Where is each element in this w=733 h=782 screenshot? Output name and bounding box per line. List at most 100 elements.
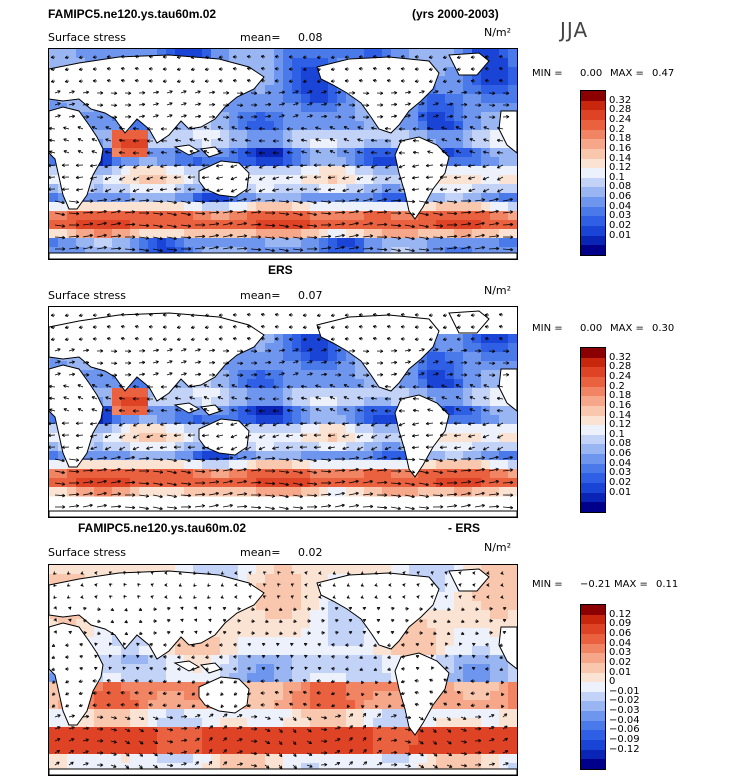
field-cell <box>409 229 419 239</box>
vector-arrow <box>124 506 135 509</box>
field-cell <box>436 460 446 470</box>
field-cell <box>148 433 158 443</box>
vector-arrowhead <box>371 177 375 181</box>
vector-arrow <box>469 408 476 412</box>
field-cell <box>193 175 203 185</box>
vector-arrowhead <box>201 246 206 250</box>
field-cell <box>193 247 203 257</box>
vector-arrow <box>385 164 392 169</box>
field-cell <box>202 238 212 248</box>
vector-arrowhead <box>498 78 503 83</box>
field-cell <box>211 637 221 647</box>
vector-arrowhead <box>211 348 216 353</box>
field-cell <box>283 220 293 230</box>
field-cell <box>85 478 95 488</box>
vector-arrow <box>63 127 70 130</box>
vector-arrowhead <box>183 360 187 364</box>
vector-arrow <box>49 422 56 425</box>
field-cell <box>148 229 158 239</box>
panel3-units: N/m² <box>484 541 512 554</box>
field-cell <box>49 202 59 212</box>
vector-arrowhead <box>173 470 177 475</box>
vector-arrowhead <box>169 348 173 352</box>
field-cell <box>211 202 221 212</box>
field-cell <box>328 166 338 176</box>
field-cell <box>103 121 113 131</box>
vector-arrow <box>194 470 205 473</box>
vector-arrowhead <box>407 372 411 376</box>
field-cell <box>202 229 212 239</box>
vector-arrowhead <box>407 360 411 364</box>
vector-arrowhead <box>369 209 373 214</box>
field-cell <box>184 175 194 185</box>
field-cell <box>265 193 275 203</box>
vector-arrowhead <box>414 55 418 59</box>
field-cell <box>319 388 329 398</box>
vector-arrow <box>390 494 401 497</box>
field-cell <box>490 139 500 149</box>
vector-arrow <box>208 492 219 496</box>
vector-arrowhead <box>355 221 359 226</box>
field-cell <box>184 388 194 398</box>
vector-arrowhead <box>495 209 499 214</box>
field-cell <box>346 388 356 398</box>
field-cell <box>112 166 122 176</box>
colorbar-tick-label: 0.32 <box>609 351 632 363</box>
field-cell <box>472 424 482 434</box>
field-cell <box>490 352 500 362</box>
vector-arrow <box>483 188 490 193</box>
field-cell <box>67 247 77 257</box>
vector-arrowhead <box>49 408 53 412</box>
field-cell <box>409 238 419 248</box>
field-cell <box>418 211 428 221</box>
vector-arrowhead <box>467 480 472 484</box>
colorbar-tick-label: 0.04 <box>609 200 632 212</box>
field-cell <box>220 211 230 221</box>
field-cell <box>67 238 77 248</box>
vector-arrowhead <box>202 481 206 485</box>
vector-arrow <box>329 396 336 400</box>
field-cell <box>400 487 410 497</box>
vector-arrow <box>236 235 247 238</box>
field-cell <box>454 628 464 638</box>
vector-arrowhead <box>173 506 178 510</box>
vector-arrowhead <box>78 67 83 72</box>
vector-arrowhead <box>120 78 125 83</box>
field-cell <box>265 574 275 584</box>
field-cell <box>157 166 167 176</box>
field-cell <box>301 601 311 611</box>
field-cell <box>472 343 482 353</box>
field-cell <box>139 487 149 497</box>
field-cell <box>463 247 473 257</box>
vector-arrow <box>96 492 107 496</box>
field-cell <box>94 379 104 389</box>
vector-arrowhead <box>159 482 163 487</box>
field-cell <box>229 211 239 221</box>
field-cell <box>148 565 158 575</box>
vector-arrowhead <box>90 199 94 203</box>
field-cell <box>103 460 113 470</box>
vector-arrowhead <box>75 504 80 508</box>
vector-arrow <box>301 397 308 400</box>
field-cell <box>328 103 338 113</box>
field-cell <box>112 184 122 194</box>
vector-arrowhead <box>302 79 307 84</box>
vector-arrowhead <box>397 236 402 240</box>
vector-arrowhead <box>257 455 261 460</box>
vector-arrowhead <box>314 235 318 240</box>
vector-arrow <box>166 90 173 94</box>
vector-arrowhead <box>146 151 150 155</box>
vector-arrowhead <box>483 396 487 400</box>
vector-arrowhead <box>439 445 443 450</box>
vector-arrowhead <box>481 209 485 214</box>
vector-arrowhead <box>272 385 276 389</box>
vector-arrowhead <box>442 337 447 342</box>
vector-arrowhead <box>202 211 206 216</box>
vector-arrow <box>432 360 439 364</box>
field-cell <box>454 397 464 407</box>
vector-arrowhead <box>132 493 136 497</box>
vector-arrowhead <box>398 409 402 413</box>
vector-arrow <box>357 188 364 193</box>
field-cell <box>256 637 266 647</box>
vector-arrowhead <box>484 336 489 341</box>
